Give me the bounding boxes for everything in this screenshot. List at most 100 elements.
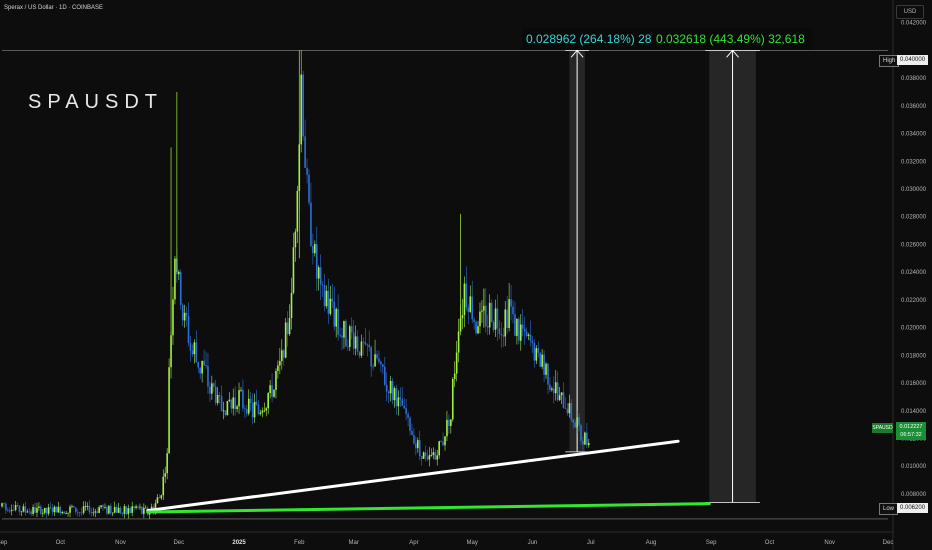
candle bbox=[121, 512, 124, 517]
candle-body bbox=[554, 382, 557, 394]
candle bbox=[292, 232, 295, 295]
candle bbox=[545, 362, 547, 379]
candle-body bbox=[12, 509, 15, 511]
candle bbox=[521, 308, 524, 337]
candle bbox=[551, 386, 553, 392]
candle-body bbox=[3, 503, 5, 505]
candle bbox=[413, 428, 415, 445]
candle-body bbox=[96, 511, 99, 513]
candle-body bbox=[123, 506, 126, 514]
candle bbox=[409, 416, 411, 436]
candle bbox=[525, 327, 528, 338]
candle-body bbox=[492, 322, 495, 330]
candle bbox=[214, 379, 217, 406]
candle bbox=[106, 505, 108, 516]
y-tick-label: 0.024000 bbox=[901, 270, 927, 276]
candle bbox=[158, 494, 161, 499]
currency-button[interactable]: USD bbox=[896, 5, 924, 19]
candle-body bbox=[576, 417, 578, 428]
candle bbox=[34, 502, 36, 514]
candle bbox=[376, 350, 378, 361]
candle-body bbox=[463, 283, 466, 316]
candle bbox=[59, 505, 62, 516]
candle-body bbox=[438, 441, 440, 456]
candle-body bbox=[446, 419, 448, 437]
candle-body bbox=[572, 419, 575, 423]
candle-body bbox=[255, 401, 258, 405]
candle bbox=[218, 391, 221, 404]
candle bbox=[411, 423, 413, 436]
candle-body bbox=[317, 267, 320, 279]
last-price: 0.012227 bbox=[899, 424, 923, 430]
candle-body bbox=[372, 366, 374, 368]
candle-body bbox=[84, 506, 87, 507]
candle bbox=[199, 367, 201, 380]
x-tick-label: Dec bbox=[173, 540, 184, 546]
candle-body bbox=[551, 388, 553, 390]
candle bbox=[485, 288, 487, 333]
candle-body bbox=[209, 386, 211, 394]
candle bbox=[230, 398, 233, 414]
candle-body bbox=[47, 507, 50, 514]
candle bbox=[71, 504, 73, 509]
candle bbox=[374, 339, 376, 367]
candle-body bbox=[24, 506, 27, 513]
candle-body bbox=[451, 379, 454, 420]
candle-body bbox=[286, 322, 289, 335]
candle bbox=[111, 512, 114, 517]
candle bbox=[76, 508, 79, 517]
candle-body bbox=[238, 390, 240, 407]
candle-body bbox=[205, 365, 207, 367]
candle bbox=[498, 320, 501, 339]
candle-body bbox=[345, 321, 347, 347]
candle-body bbox=[290, 292, 293, 319]
candle bbox=[69, 504, 71, 518]
candle-body bbox=[498, 328, 501, 334]
y-tick-label: 0.038000 bbox=[901, 76, 927, 82]
candle-body bbox=[214, 386, 217, 404]
candle bbox=[57, 501, 60, 514]
candle bbox=[504, 301, 507, 347]
candle bbox=[407, 411, 409, 427]
candle-body bbox=[201, 360, 203, 374]
candle bbox=[267, 392, 269, 415]
candle bbox=[457, 318, 460, 363]
candle bbox=[86, 502, 89, 511]
candle bbox=[108, 505, 110, 515]
candle-body bbox=[282, 350, 285, 358]
candle bbox=[535, 345, 538, 365]
candle-body bbox=[137, 506, 139, 508]
candle-body bbox=[453, 373, 456, 380]
candle-body bbox=[292, 247, 295, 293]
candle bbox=[47, 503, 50, 516]
candle-body bbox=[467, 307, 470, 312]
candle-body bbox=[339, 334, 341, 336]
candle-body bbox=[568, 403, 571, 414]
candle-body bbox=[428, 455, 431, 460]
candle-body bbox=[486, 326, 489, 328]
candle bbox=[211, 375, 213, 400]
candle-body bbox=[193, 342, 196, 355]
candle bbox=[98, 505, 100, 514]
candle bbox=[329, 286, 332, 316]
candle bbox=[446, 410, 448, 442]
candle-body bbox=[444, 436, 446, 446]
candle-body bbox=[34, 506, 36, 513]
candle bbox=[75, 507, 77, 515]
candle-body bbox=[358, 351, 361, 356]
candle bbox=[197, 361, 200, 373]
candle bbox=[364, 327, 367, 346]
candle-body bbox=[389, 381, 392, 394]
candle bbox=[333, 286, 336, 331]
candle bbox=[455, 340, 458, 382]
candle bbox=[310, 182, 312, 248]
candle bbox=[92, 507, 95, 517]
candle-body bbox=[364, 342, 367, 345]
candle-body bbox=[49, 507, 52, 509]
candle bbox=[247, 389, 250, 416]
candle-body bbox=[347, 346, 349, 348]
candle-body bbox=[397, 397, 400, 407]
candle bbox=[12, 504, 15, 511]
candle bbox=[345, 318, 347, 347]
